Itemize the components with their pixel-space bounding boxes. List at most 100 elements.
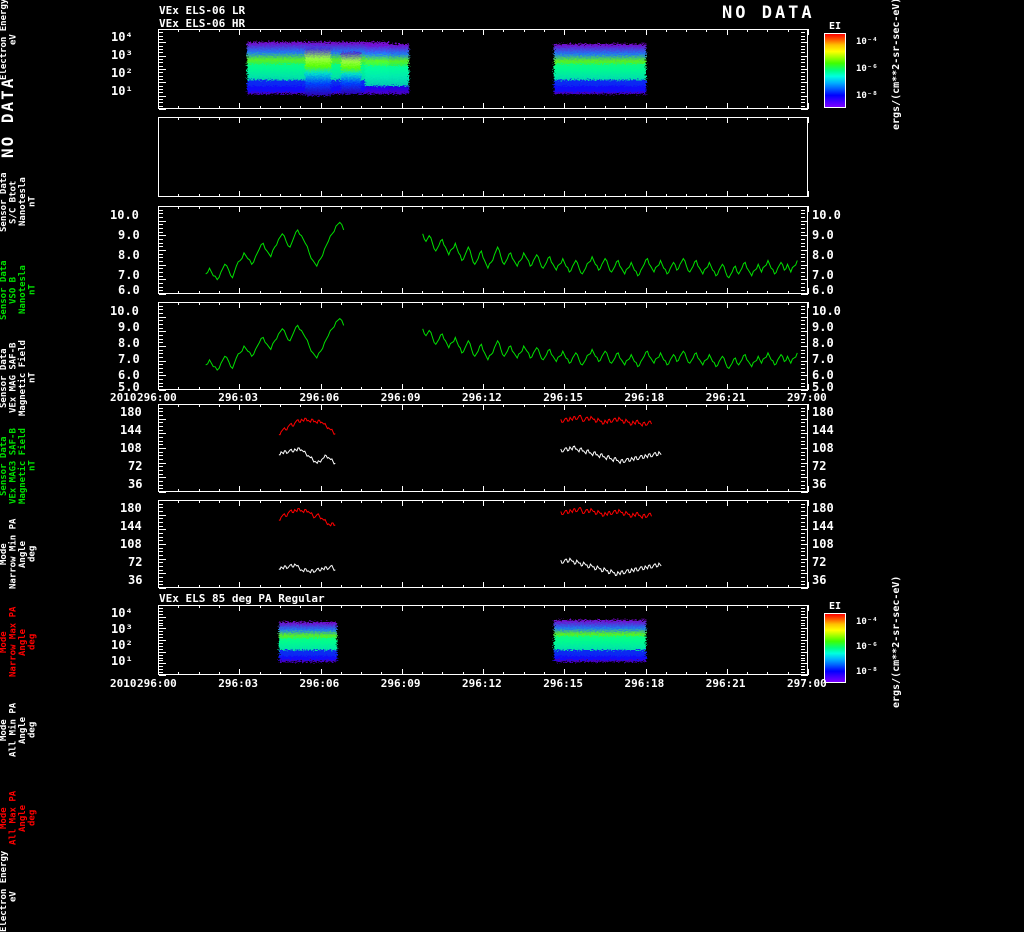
axis-tick-mark <box>665 106 667 109</box>
axis-tick-mark <box>300 206 302 209</box>
axis-tick-mark <box>159 290 163 292</box>
axis-tick-mark <box>503 194 505 197</box>
axis-tick-mark <box>159 462 166 464</box>
axis-tick-mark <box>801 239 805 240</box>
axis-tick-mark <box>159 477 166 479</box>
axis-tick-mark <box>340 194 342 197</box>
axis-tick-mark <box>787 489 789 492</box>
axis-tick-mark <box>159 466 163 468</box>
axis-tick-mark <box>645 404 647 410</box>
axis-tick-mark <box>159 45 163 47</box>
axis-tick-mark <box>239 669 241 675</box>
axis-tick-mark <box>279 387 281 390</box>
axis-tick-mark <box>462 291 464 294</box>
axis-tick-mark <box>158 669 159 675</box>
axis-tick-mark <box>645 206 647 212</box>
axis-tick-mark <box>159 522 163 523</box>
xaxis-tick-1: 296:03 <box>218 391 258 404</box>
panel-vex-mag-saf-b[interactable] <box>158 302 808 390</box>
axis-tick-mark <box>178 404 180 407</box>
axis-tick-mark <box>523 29 525 32</box>
axis-tick-mark <box>159 440 163 442</box>
axis-tick-mark <box>747 387 749 390</box>
axis-tick-mark <box>801 246 805 248</box>
axis-tick-mark <box>801 386 805 388</box>
xaxis-tick-3: 296:09 <box>380 677 421 690</box>
axis-tick-mark <box>604 106 606 109</box>
axis-tick-mark <box>239 582 241 588</box>
axis-tick-mark <box>159 492 166 493</box>
axis-tick-mark <box>625 194 627 197</box>
axis-tick-mark <box>159 645 163 647</box>
axis-tick-mark <box>381 206 383 209</box>
axis-tick-mark <box>340 302 342 305</box>
axis-tick-mark <box>665 500 667 503</box>
axis-tick-mark <box>604 500 606 503</box>
axis-tick-mark <box>159 511 163 512</box>
axis-tick-mark <box>801 320 805 322</box>
axis-tick-mark <box>198 672 200 675</box>
axis-tick-mark <box>801 346 808 347</box>
axis-tick-mark <box>801 224 805 226</box>
axis-tick-mark <box>747 500 749 503</box>
axis-tick-mark <box>726 404 728 410</box>
axis-tick-mark <box>159 242 163 244</box>
axis-tick-mark <box>523 302 525 305</box>
axis-tick-mark <box>801 353 805 355</box>
axis-tick-mark <box>198 404 200 407</box>
axis-tick-mark <box>159 368 163 369</box>
axis-tick-mark <box>381 672 383 675</box>
axis-tick-mark <box>239 206 241 212</box>
axis-tick-mark <box>483 117 484 123</box>
axis-tick-mark <box>422 672 424 675</box>
axis-tick-mark <box>159 481 163 482</box>
axis-tick-mark <box>787 206 789 209</box>
axis-tick-mark <box>801 437 805 438</box>
axis-tick-mark <box>564 669 566 675</box>
axis-tick-mark <box>625 117 627 120</box>
axis-tick-mark <box>198 489 200 492</box>
panel-els-06-hr-empty[interactable] <box>158 117 808 197</box>
axis-tick-mark <box>159 52 163 54</box>
axis-tick-mark <box>361 206 363 209</box>
axis-tick-mark <box>787 605 789 608</box>
axis-tick-mark <box>747 302 749 305</box>
axis-tick-mark <box>808 103 809 109</box>
axis-tick-mark <box>801 514 808 516</box>
axis-tick-mark <box>159 324 163 325</box>
axis-tick-mark <box>159 382 163 384</box>
axis-tick-mark <box>543 117 545 120</box>
axis-tick-mark <box>767 387 769 390</box>
axis-tick-mark <box>422 605 424 608</box>
xaxis-year-top: 2010 <box>110 391 137 404</box>
axis-tick-mark <box>747 672 749 675</box>
axis-tick-mark <box>159 669 163 671</box>
axis-tick-mark <box>401 29 403 35</box>
colorbar-top-unit: ergs/(cm**2-sr-sec-eV) <box>891 0 902 130</box>
axis-tick-mark <box>159 327 163 329</box>
axis-tick-mark <box>159 418 166 420</box>
axis-tick-mark <box>787 194 789 197</box>
axis-tick-mark <box>483 384 484 390</box>
axis-tick-mark <box>625 489 627 492</box>
axis-tick-mark <box>198 29 200 32</box>
axis-tick-mark <box>159 264 166 266</box>
axis-tick-mark <box>787 585 789 588</box>
axis-tick-mark <box>159 105 163 107</box>
panel-narrow-min-pa[interactable] <box>158 404 808 492</box>
panel-6-right-label: Mode All Max PA Angle deg <box>0 790 38 846</box>
axis-tick-mark <box>801 672 805 674</box>
axis-tick-mark <box>801 52 805 54</box>
axis-tick-mark <box>422 500 424 503</box>
axis-tick-mark <box>159 305 163 307</box>
axis-tick-mark <box>801 209 805 211</box>
axis-tick-mark <box>801 511 805 512</box>
axis-tick-mark <box>218 585 220 588</box>
axis-tick-mark <box>159 536 163 538</box>
axis-tick-mark <box>767 29 769 32</box>
axis-tick-mark <box>178 605 180 608</box>
axis-tick-mark <box>159 610 163 612</box>
axis-tick-mark <box>801 32 805 34</box>
axis-tick-mark <box>300 585 302 588</box>
axis-tick-mark <box>159 588 166 589</box>
